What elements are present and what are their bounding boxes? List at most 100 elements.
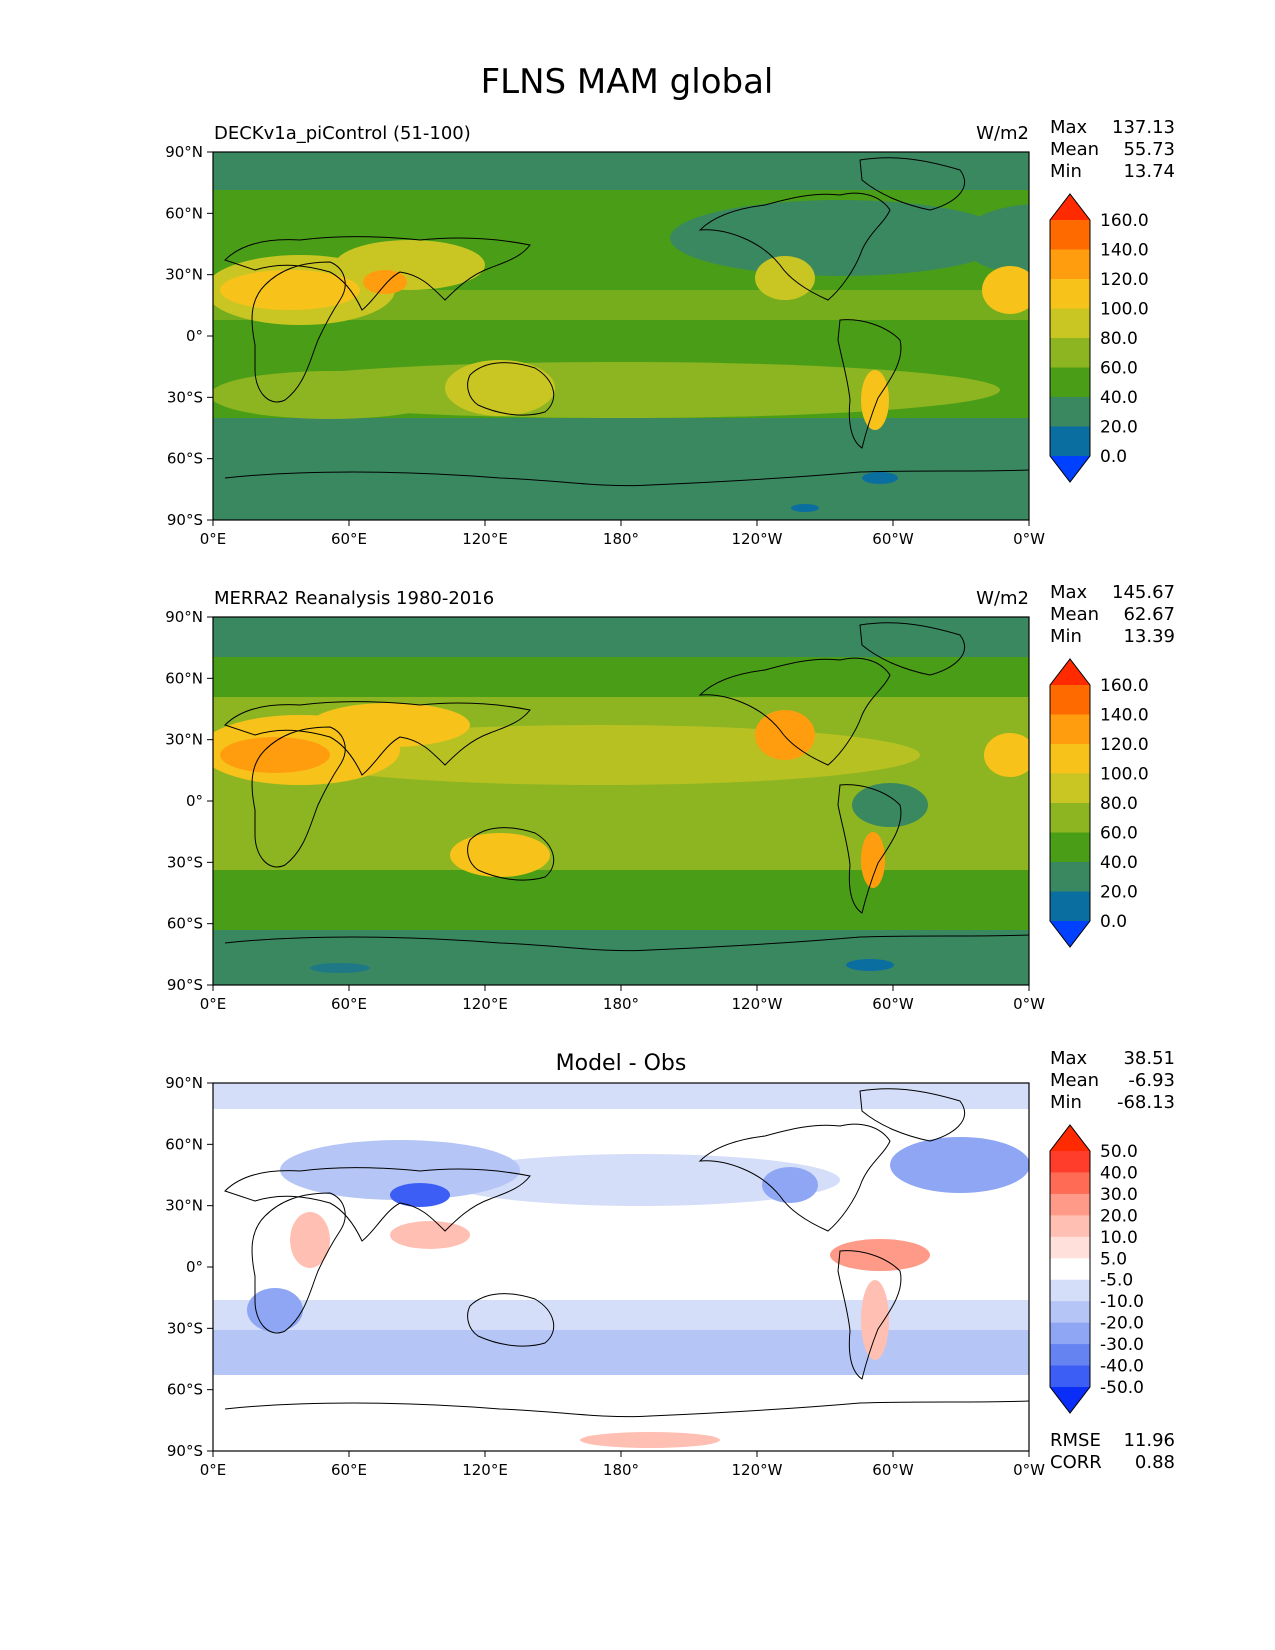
y-tick-label: 30°S <box>167 388 203 406</box>
stat-value-max: 38.51 <box>1123 1048 1175 1069</box>
colorbar-extend-max <box>1050 194 1090 220</box>
colorbar-segment <box>1050 773 1090 804</box>
x-tick-label: 0°W <box>1013 530 1045 548</box>
field-asia <box>310 703 470 747</box>
colorbar-label: 160.0 <box>1100 676 1149 696</box>
figure-title: FLNS MAM global <box>481 62 774 102</box>
colorbar-segment <box>1050 1215 1090 1238</box>
colorbar-segment <box>1050 308 1090 339</box>
x-tick-label: 120°E <box>462 1461 508 1479</box>
colorbar-label: 10.0 <box>1100 1228 1138 1248</box>
x-tick-label: 120°W <box>732 995 783 1013</box>
stats-block: Max 137.13 Mean 55.73 Min 13.74 <box>1050 117 1175 182</box>
x-tick-label: 60°E <box>331 995 367 1013</box>
panel-obs: MERRA2 Reanalysis 1980-2016 W/m2 <box>165 582 1175 1013</box>
field-north-band <box>213 617 1029 657</box>
colorbar-label: 120.0 <box>1100 735 1149 755</box>
y-ticks: 90°N 60°N 30°N 0° 30°S 60°S 90°S <box>165 608 213 994</box>
colorbar-label: 0.0 <box>1100 912 1127 932</box>
stat-value-min: 13.39 <box>1123 626 1175 647</box>
colorbar-label: 120.0 <box>1100 270 1149 290</box>
colorbar-segment <box>1050 426 1090 457</box>
stat-label-min: Min <box>1050 1092 1082 1113</box>
x-tick-label: 60°W <box>872 530 914 548</box>
colorbar-label: 20.0 <box>1100 883 1138 903</box>
x-ticks: 0°E 60°E 120°E 180° 120°W 60°W 0°W <box>200 1451 1045 1479</box>
panel-diff: Model - Obs 0°E 6 <box>165 1048 1175 1479</box>
panel-units: W/m2 <box>976 588 1029 609</box>
x-tick-label: 0°W <box>1013 1461 1045 1479</box>
field-sahara-hot <box>220 270 360 310</box>
colorbar-segment <box>1050 1365 1090 1388</box>
footer-stats: RMSE 11.96 CORR 0.88 <box>1050 1430 1175 1473</box>
coastlines <box>224 157 1029 487</box>
colorbar-segment <box>1050 685 1090 715</box>
colorbar-label: 80.0 <box>1100 794 1138 814</box>
colorbar-segment <box>1050 714 1090 745</box>
y-ticks: 90°N 60°N 30°N 0° 30°S 60°S 90°S <box>165 1074 213 1460</box>
field-asia-blue <box>280 1140 520 1200</box>
stats-block: Max 145.67 Mean 62.67 Min 13.39 <box>1050 582 1175 647</box>
x-ticks: 0°E 60°E 120°E 180° 120°W 60°W 0°W <box>200 520 1045 548</box>
field-australia <box>445 360 555 416</box>
panel-left-title: MERRA2 Reanalysis 1980-2016 <box>214 588 494 609</box>
colorbar-segment <box>1050 1151 1090 1173</box>
panel-center-title: Model - Obs <box>556 1051 687 1076</box>
colorbar-label: -10.0 <box>1100 1292 1144 1312</box>
colorbar-label: 40.0 <box>1100 853 1138 873</box>
colorbar-segment <box>1050 744 1090 774</box>
y-tick-label: 60°N <box>165 669 203 687</box>
x-tick-label: 60°W <box>872 995 914 1013</box>
y-tick-label: 90°S <box>167 1442 203 1460</box>
field-natlantic <box>960 204 1029 276</box>
colorbar-extend-min <box>1050 456 1090 482</box>
colorbar-label: -20.0 <box>1100 1314 1144 1334</box>
colorbar-segment <box>1050 1344 1090 1367</box>
colorbar-label: 50.0 <box>1100 1142 1138 1162</box>
x-tick-label: 120°W <box>732 530 783 548</box>
y-tick-label: 90°S <box>167 976 203 994</box>
colorbar-segment <box>1050 279 1090 309</box>
y-tick-label: 90°S <box>167 511 203 529</box>
field-asia-dark <box>390 1183 450 1207</box>
stat-value-max: 145.67 <box>1112 582 1175 603</box>
corr-value: 0.88 <box>1135 1452 1175 1473</box>
field-tropic-red-africa <box>290 1212 330 1268</box>
colorbar-label: 140.0 <box>1100 241 1149 261</box>
x-tick-label: 120°E <box>462 530 508 548</box>
colorbar-segment <box>1050 397 1090 427</box>
y-tick-label: 90°N <box>165 608 203 626</box>
colorbar-segment <box>1050 862 1090 892</box>
colorbar: 160.0 140.0 120.0 100.0 80.0 60.0 40.0 20.0 0.0 <box>1049 658 1149 948</box>
colorbar-extend-min <box>1050 921 1090 947</box>
field-australia <box>450 833 550 877</box>
field-midlat-south <box>213 870 1029 930</box>
stat-value-max: 137.13 <box>1112 117 1175 138</box>
colorbar-label: 100.0 <box>1100 300 1149 320</box>
colorbar-segment <box>1050 1172 1090 1195</box>
field-arctic <box>213 1083 1029 1109</box>
stat-value-mean: -6.93 <box>1128 1070 1175 1091</box>
field-tropic-red-india <box>390 1221 470 1249</box>
colorbar-label: 30.0 <box>1100 1185 1138 1205</box>
stat-label-mean: Mean <box>1050 139 1099 160</box>
y-tick-label: 0° <box>186 792 203 810</box>
field-sahara-hot <box>220 737 330 773</box>
stat-label-max: Max <box>1050 117 1088 138</box>
field-midlat-north <box>213 657 1029 697</box>
y-tick-label: 90°N <box>165 1074 203 1092</box>
colorbar-segment <box>1050 1193 1090 1216</box>
y-tick-label: 60°N <box>165 204 203 222</box>
field-southern-lightblue <box>213 1300 1029 1330</box>
y-tick-label: 60°S <box>167 915 203 933</box>
field-safrica-blue <box>247 1288 303 1332</box>
y-tick-label: 60°S <box>167 1381 203 1399</box>
colorbar-label: 60.0 <box>1100 359 1138 379</box>
colorbar: 160.0 140.0 120.0 100.0 80.0 60.0 40.0 20.0 0.0 <box>1049 193 1149 483</box>
coastlines <box>224 1088 1029 1418</box>
colorbar-label: 40.0 <box>1100 388 1138 408</box>
field-andes <box>861 832 885 888</box>
field-natl-blue <box>890 1137 1029 1193</box>
colorbar-segment <box>1050 832 1090 863</box>
stat-label-max: Max <box>1050 582 1088 603</box>
